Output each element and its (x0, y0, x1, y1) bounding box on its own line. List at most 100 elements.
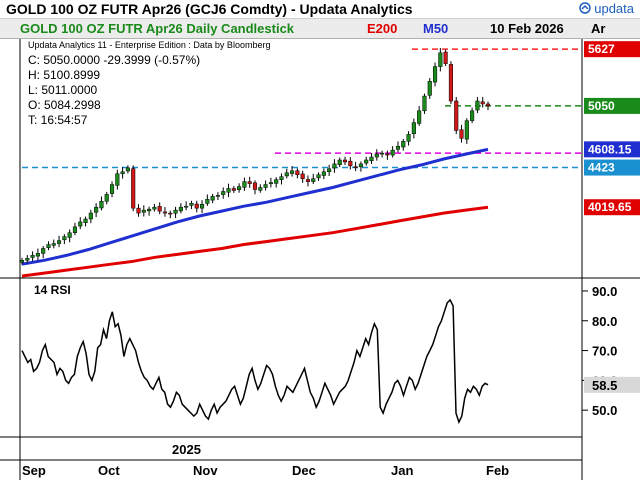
month-label: Sep (22, 463, 46, 478)
candle-body (199, 203, 205, 209)
candle-body (401, 141, 406, 148)
rsi-last-value: 58.5 (592, 378, 617, 393)
candle-body (184, 205, 189, 208)
candle-body (189, 202, 194, 206)
candle-body (242, 181, 247, 188)
candle-body (337, 159, 342, 165)
candle-body (380, 152, 385, 155)
candle-body (268, 182, 273, 185)
legend-e200[interactable]: E200 (367, 21, 398, 36)
candle-body (279, 176, 284, 180)
candle-body (485, 103, 491, 107)
candle-body (290, 170, 295, 174)
candle-body (104, 194, 109, 202)
month-label: Nov (193, 463, 218, 478)
candle-body (19, 260, 25, 263)
candle-body (454, 100, 459, 131)
candle-body (72, 226, 78, 233)
candle-body (162, 211, 168, 214)
candle-body (115, 173, 120, 186)
price-label-text: 4608.15 (588, 142, 632, 156)
candle-body (99, 201, 104, 209)
candle-body (406, 134, 411, 142)
date-label: 10 Feb 2026 (490, 21, 564, 36)
rsi-line (21, 298, 489, 425)
candle-body (332, 163, 337, 169)
month-label: Jan (391, 463, 413, 478)
candle-body (62, 236, 67, 241)
candle-body (141, 209, 146, 213)
price-label-box (584, 141, 640, 158)
candle-body (432, 66, 438, 83)
candle-body (364, 159, 369, 164)
candle-body (390, 149, 395, 156)
legend-m50[interactable]: M50 (423, 21, 449, 36)
candle-body (258, 187, 263, 191)
candle-body (327, 168, 332, 173)
candle-body (443, 51, 448, 64)
rsi-label: 14 RSI (34, 283, 71, 297)
moving-averages (21, 147, 489, 278)
candle-body (274, 179, 279, 184)
chart-label: GOLD 100 OZ FUTR Apr26 Daily Candlestick (20, 21, 295, 36)
candle-body (295, 170, 300, 175)
info-low: L: 5011.0000 (28, 83, 98, 97)
candle-body (300, 173, 305, 179)
candle-body (237, 186, 242, 190)
candle-body (125, 167, 130, 172)
e200-line (21, 205, 489, 278)
price-label-box (584, 97, 640, 114)
candle-body (470, 110, 475, 121)
candle-body (369, 156, 374, 162)
candle-body (41, 248, 46, 254)
candle-body (459, 129, 464, 139)
price-label-box (584, 159, 640, 176)
candle-body (152, 206, 157, 210)
rsi-tick-label: 90.0 (592, 284, 617, 299)
candle-body (321, 171, 326, 176)
candle-body (30, 255, 35, 258)
candle-body (83, 218, 88, 223)
candle-body (35, 253, 40, 257)
price-label-box (584, 199, 640, 216)
candle-body (247, 181, 252, 184)
price-label-text: 4019.65 (588, 200, 632, 214)
rsi-tick-label: 50.0 (592, 403, 617, 418)
info-subtitle: Updata Analytics 11 - Enterprise Edition… (28, 40, 271, 50)
candle-body (215, 195, 220, 197)
rsi-axis: 90.080.070.060.050.058.5 (582, 284, 640, 418)
month-label: Feb (486, 463, 509, 478)
candle-body (109, 184, 115, 194)
candle-body (157, 206, 162, 212)
candle-body (46, 244, 51, 248)
rsi-tick-label: 80.0 (592, 314, 617, 329)
candle-body (385, 153, 390, 156)
candle-body (316, 174, 321, 179)
price-label-text: 4423 (588, 161, 615, 175)
price-labels: 5627 5050 4608.15 4423 4019.65 (584, 41, 640, 216)
price-label-text: 5627 (588, 42, 615, 56)
candle-body (438, 52, 443, 67)
candle-body (120, 171, 125, 174)
candle-body (311, 178, 316, 182)
candle-body (475, 100, 480, 111)
candle-body (374, 153, 379, 158)
candle-body (168, 212, 173, 215)
month-label: Dec (292, 463, 316, 478)
candle-body (417, 110, 422, 124)
updata-logo-icon (579, 2, 591, 14)
candle-body (411, 122, 416, 134)
rsi-series (21, 298, 489, 425)
month-label: Oct (98, 463, 120, 478)
candle-body (67, 232, 72, 238)
horizontal-lines (22, 48, 582, 169)
candle-body (263, 184, 268, 188)
price-label-box (584, 41, 640, 58)
candle-body (94, 206, 99, 213)
candle-body (210, 196, 215, 201)
candle-body (25, 258, 30, 261)
candle-body (194, 203, 199, 209)
title-bar: GOLD 100 OZ FUTR Apr26 (GCJ6 Comdty) - U… (0, 0, 640, 19)
candle-body (173, 209, 178, 214)
